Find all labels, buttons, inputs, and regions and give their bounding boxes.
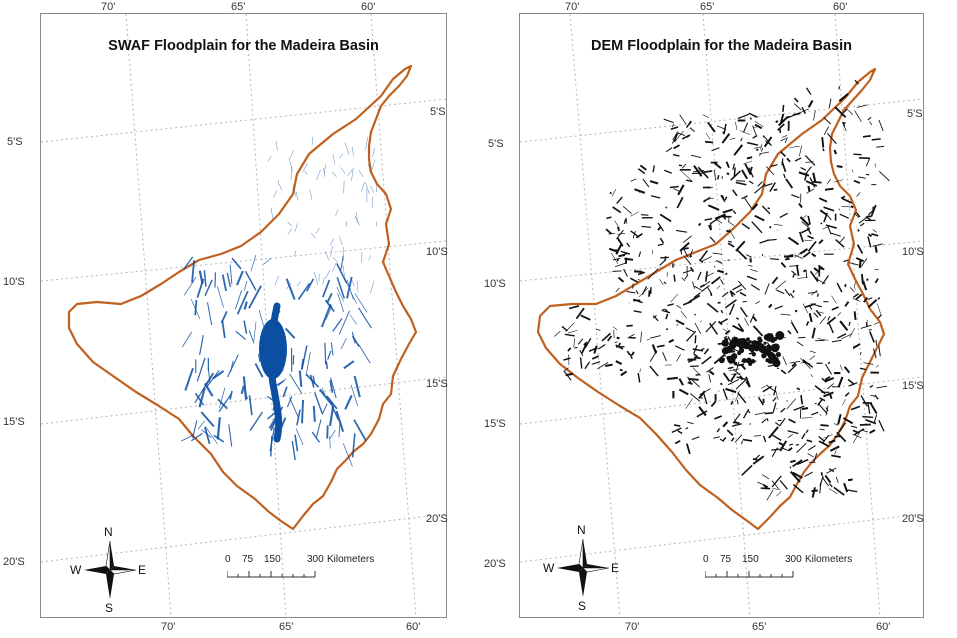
lat-label-left: 10'S [484,278,506,290]
north-arrow-icon: N S E W [70,525,147,615]
compass-west-label: W [70,563,82,577]
lat-label-left: 15'S [3,416,25,428]
lat-label-left: 20'S [3,556,25,568]
floodplain-dem [554,79,890,501]
lon-label-bottom: 60' [876,621,891,633]
lat-label-left: 10'S [3,276,25,288]
compass-north-label: N [104,525,113,539]
compass-north-label: N [577,523,586,537]
scale-tick-label: 75 [242,554,254,565]
map-title: DEM Floodplain for the Madeira Basin [590,38,853,54]
scale-tick-label: 150 [742,554,759,565]
lon-label-bottom: 60' [406,621,421,633]
scale-unit-label: Kilometers [805,554,853,565]
scale-tick-label: 300 [785,554,802,565]
scale-tick-label: 300 [307,554,324,565]
scale-tick-label: 0 [703,554,709,565]
floodplain-swaf [180,136,378,467]
dem-map-panel: DEM Floodplain for the Madeira Basin 70'… [484,1,924,633]
swaf-map-canvas [41,14,446,617]
scale-tick-label: 0 [225,554,231,565]
lat-label-right: 15'S [902,380,924,392]
north-arrow-icon: N S E W [543,523,620,613]
lat-label-right: 5'S [430,106,446,118]
lon-label-top: 60' [833,1,848,13]
lat-label-right: 15'S [426,378,448,390]
lat-label-left: 5'S [7,136,23,148]
lat-label-right: 20'S [902,513,924,525]
compass-south-label: S [578,599,587,613]
scale-bar: 0 75 150 300 Kilometers [225,554,385,584]
compass-east-label: E [611,561,620,575]
lat-label-left: 5'S [488,138,504,150]
lat-label-left: 20'S [484,558,506,570]
lon-label-top: 65' [231,1,246,13]
compass-west-label: W [543,561,555,575]
lat-label-right: 10'S [426,246,448,258]
lon-label-bottom: 70' [625,621,640,633]
lon-label-top: 60' [361,1,376,13]
lon-label-top: 70' [101,1,116,13]
scale-tick-label: 150 [264,554,281,565]
lon-label-bottom: 70' [161,621,176,633]
basin-boundary [67,64,418,531]
lon-label-top: 65' [700,1,715,13]
lon-label-top: 70' [565,1,580,13]
lon-label-bottom: 65' [752,621,767,633]
basin-boundary [536,67,886,531]
lon-label-bottom: 65' [279,621,294,633]
lat-label-left: 15'S [484,418,506,430]
scale-tick-label: 75 [720,554,732,565]
compass-east-label: E [138,563,147,577]
lat-label-right: 5'S [907,108,923,120]
scale-unit-label: Kilometers [327,554,375,565]
swaf-map-panel: SWAF Floodplain for the Madeira Basin 70… [3,1,448,633]
graticule [41,14,446,617]
map-title: SWAF Floodplain for the Madeira Basin [108,38,379,54]
compass-south-label: S [105,601,114,615]
scale-bar: 0 75 150 300 Kilometers [703,554,863,584]
lat-label-right: 20'S [426,513,448,525]
lat-label-right: 10'S [902,246,924,258]
dem-map-canvas [520,14,923,617]
